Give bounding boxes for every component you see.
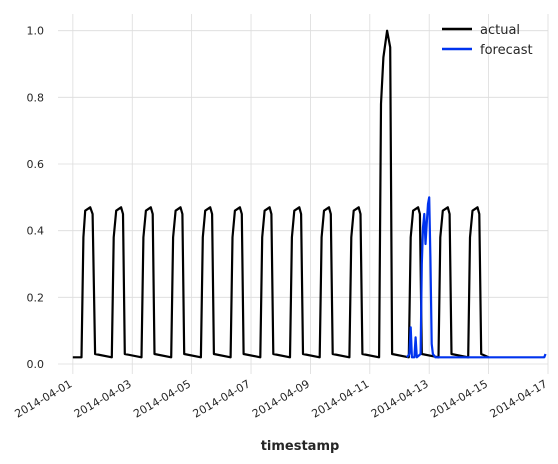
x-tick-label: 2014-04-17 xyxy=(488,377,550,420)
x-tick-label: 2014-04-09 xyxy=(250,377,312,420)
legend-label-forecast: forecast xyxy=(480,43,533,58)
y-tick-label: 1.0 xyxy=(27,25,45,38)
x-tick-label: 2014-04-03 xyxy=(72,377,134,420)
grid xyxy=(58,14,549,374)
legend: actual forecast xyxy=(442,23,533,58)
x-tick-label: 2014-04-11 xyxy=(309,377,371,420)
y-tick-label: 0.0 xyxy=(27,358,45,371)
y-axis: 0.0 0.2 0.4 0.6 0.8 1.0 xyxy=(27,25,45,371)
x-axis: 2014-04-012014-04-032014-04-052014-04-07… xyxy=(12,377,549,420)
x-tick-label: 2014-04-13 xyxy=(369,377,431,420)
y-tick-label: 0.2 xyxy=(27,291,45,304)
x-tick-label: 2014-04-15 xyxy=(428,377,490,420)
series-line-forecast xyxy=(406,196,547,359)
x-tick-label: 2014-04-07 xyxy=(191,377,253,420)
y-tick-label: 0.6 xyxy=(27,158,45,171)
series-line-actual xyxy=(72,29,490,359)
y-tick-label: 0.4 xyxy=(27,225,45,238)
y-tick-label: 0.8 xyxy=(27,91,45,104)
legend-label-actual: actual xyxy=(480,23,520,38)
x-axis-label: timestamp xyxy=(261,439,340,454)
series-layer xyxy=(72,29,547,359)
x-tick-label: 2014-04-05 xyxy=(131,377,193,420)
x-tick-label: 2014-04-01 xyxy=(12,377,74,420)
